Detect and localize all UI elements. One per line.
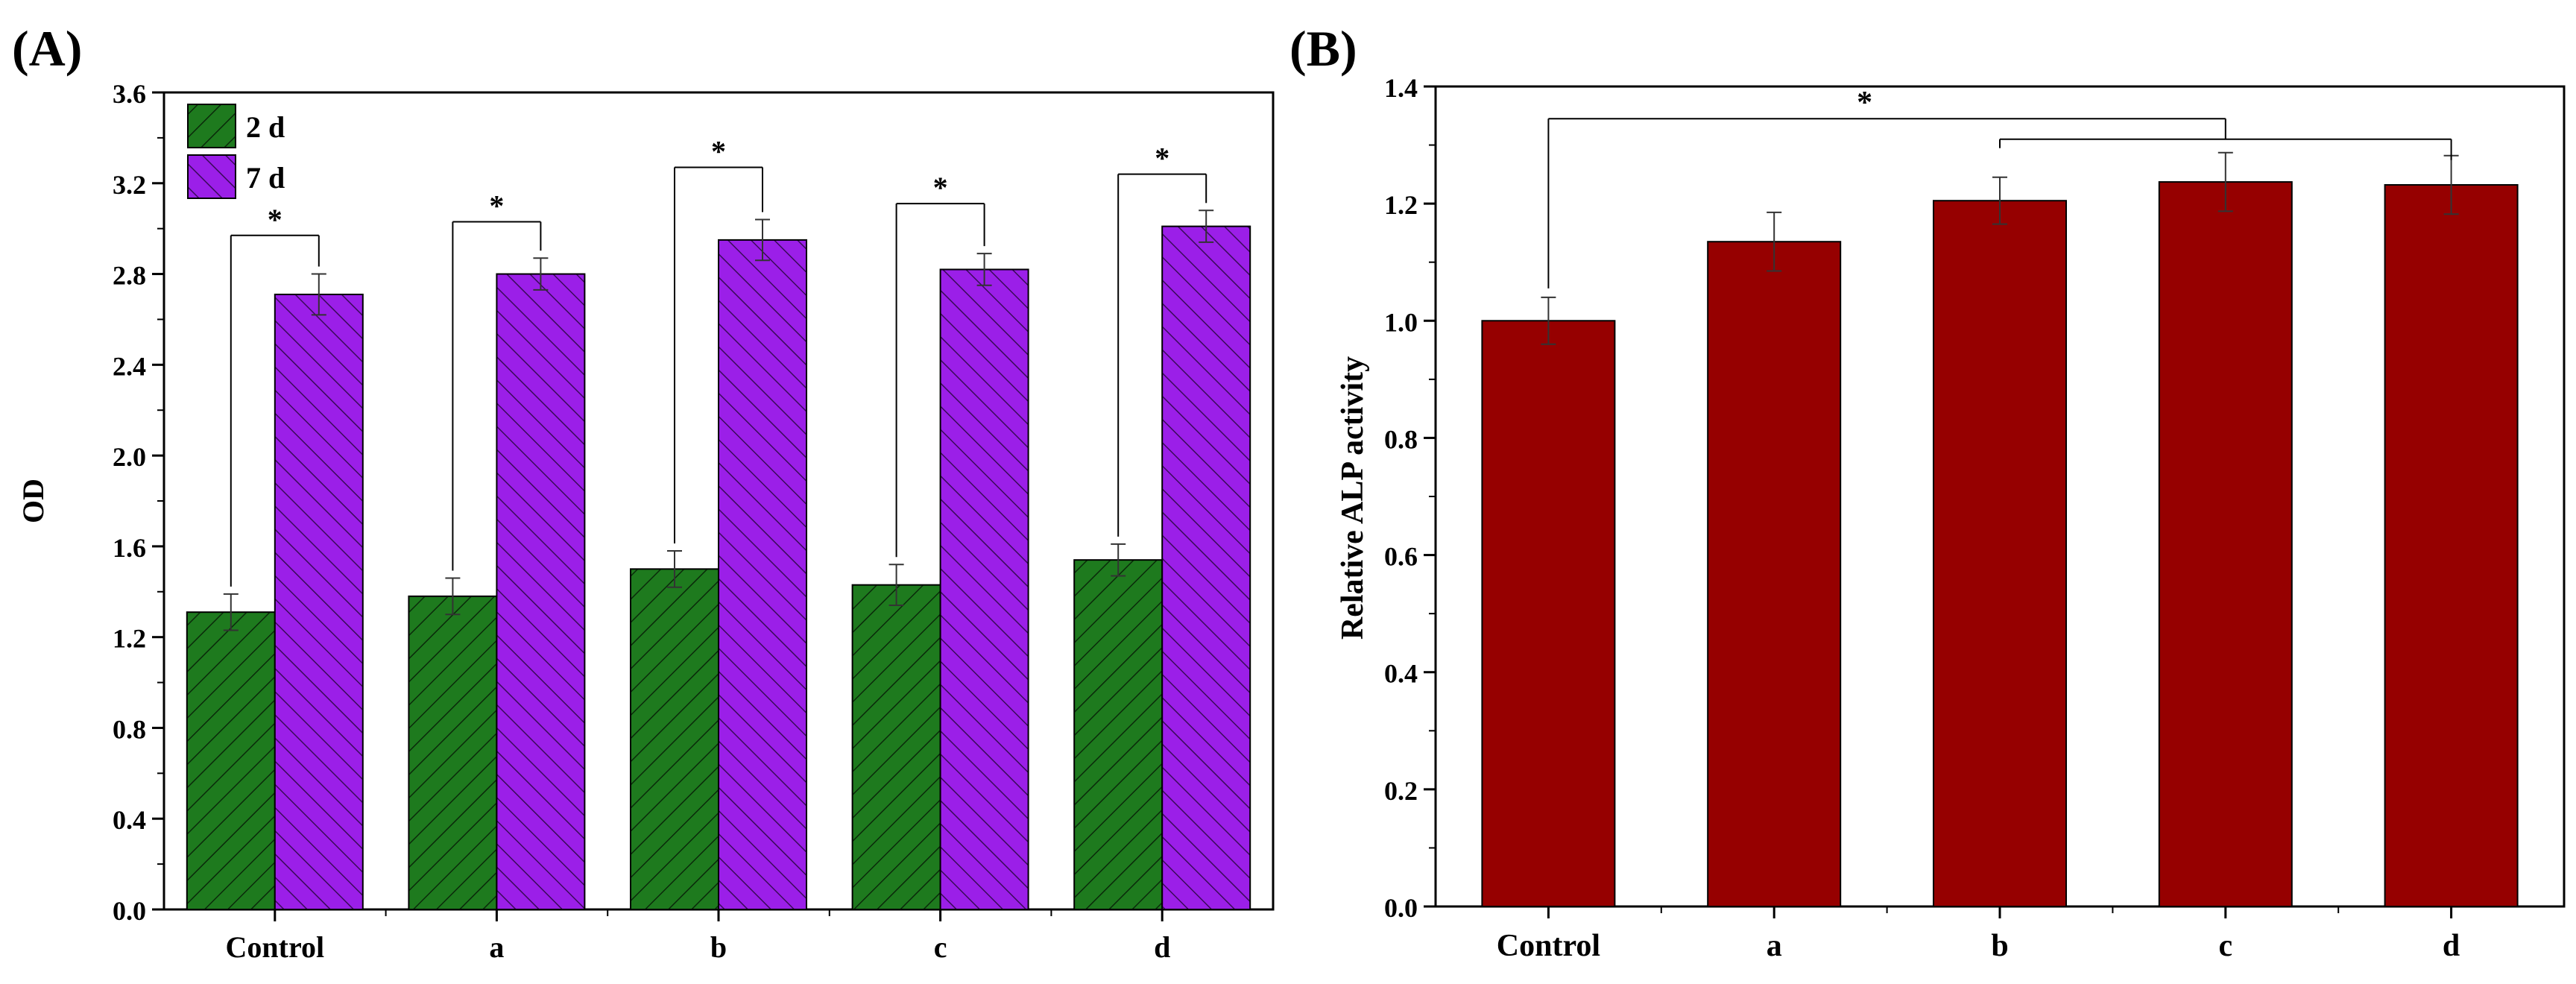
significance-star-b: *: [1857, 86, 1872, 120]
significance-star-a: *: [1155, 142, 1169, 175]
bar-2d: [630, 568, 719, 910]
x-tick-label-a: Control: [225, 930, 324, 964]
bar-7d: [939, 268, 1029, 910]
y-axis-label-a: OD: [16, 479, 50, 523]
y-tick-label-a: 3.6: [113, 79, 146, 109]
chart-a: OD 0.0 0.4 0.8 1.2 1.6 2.0 2.4 2.8 3.2 3.6 Control…: [16, 79, 1275, 964]
y-tick-label-b: 0.6: [1384, 542, 1418, 572]
y-tick-label-b: 0.8: [1384, 424, 1418, 454]
panel-label-b: (B): [1289, 20, 1357, 77]
significance-star-a: *: [933, 171, 948, 204]
bar-2d: [186, 611, 276, 911]
x-tick-label-b: Control: [1497, 929, 1600, 963]
bar-2d: [408, 595, 498, 910]
bar-alp: [1933, 200, 2067, 907]
y-tick-label-b: 0.2: [1384, 776, 1418, 806]
panel-label-a: (A): [12, 20, 82, 77]
bar-2d: [851, 584, 941, 911]
y-tick-label-b: 1.4: [1384, 73, 1418, 103]
y-tick-label-a: 1.6: [113, 533, 146, 563]
bar-alp: [1481, 320, 1616, 907]
x-tick-label-b: d: [2443, 929, 2460, 963]
y-tick-label-b: 0.0: [1384, 893, 1418, 923]
y-tick-label-a: 2.8: [113, 261, 146, 291]
y-axis-label-b: Relative ALP activity: [1336, 356, 1370, 640]
significance-star-a: *: [268, 203, 282, 236]
x-tick-label-a: a: [489, 930, 504, 964]
y-tick-label-a: 2.4: [113, 351, 146, 381]
y-tick-label-b: 1.0: [1384, 307, 1418, 337]
x-tick-label-b: c: [2218, 929, 2232, 963]
legend-label-7d: 7 d: [246, 161, 285, 195]
y-tick-label-a: 0.0: [113, 896, 146, 926]
x-tick-label-a: c: [934, 930, 947, 964]
y-tick-label-a: 0.8: [113, 714, 146, 744]
significance-star-a: *: [711, 134, 726, 168]
bar-alp: [1707, 241, 1842, 907]
bar-7d: [274, 293, 364, 910]
x-tick-label-a: d: [1154, 930, 1170, 964]
legend-a: 2 d 7 d: [187, 104, 285, 199]
legend-label-2d: 2 d: [246, 110, 285, 144]
significance-star-a: *: [489, 189, 504, 223]
bar-2d: [1073, 559, 1164, 911]
legend-swatch-2d: [187, 104, 236, 148]
chart-b: Relative ALP activity 0.0 0.2 0.4 0.6 0.8 1.0…: [1336, 73, 2566, 963]
y-tick-label-b: 1.2: [1384, 190, 1418, 220]
bar-alp: [2158, 181, 2293, 908]
legend-swatch-7d: [187, 154, 236, 199]
bar-alp: [2384, 184, 2519, 907]
y-tick-label-a: 3.2: [113, 170, 146, 200]
y-tick-label-a: 0.4: [113, 805, 146, 835]
bar-7d: [1161, 225, 1251, 911]
bar-7d: [718, 239, 807, 910]
y-tick-label-b: 0.4: [1384, 659, 1418, 689]
x-tick-label-a: b: [710, 930, 727, 964]
y-tick-label-a: 1.2: [113, 624, 146, 654]
x-tick-label-b: b: [1991, 929, 2008, 963]
y-tick-label-a: 2.0: [113, 442, 146, 472]
x-tick-label-b: a: [1767, 929, 1782, 963]
bar-7d: [496, 273, 586, 910]
